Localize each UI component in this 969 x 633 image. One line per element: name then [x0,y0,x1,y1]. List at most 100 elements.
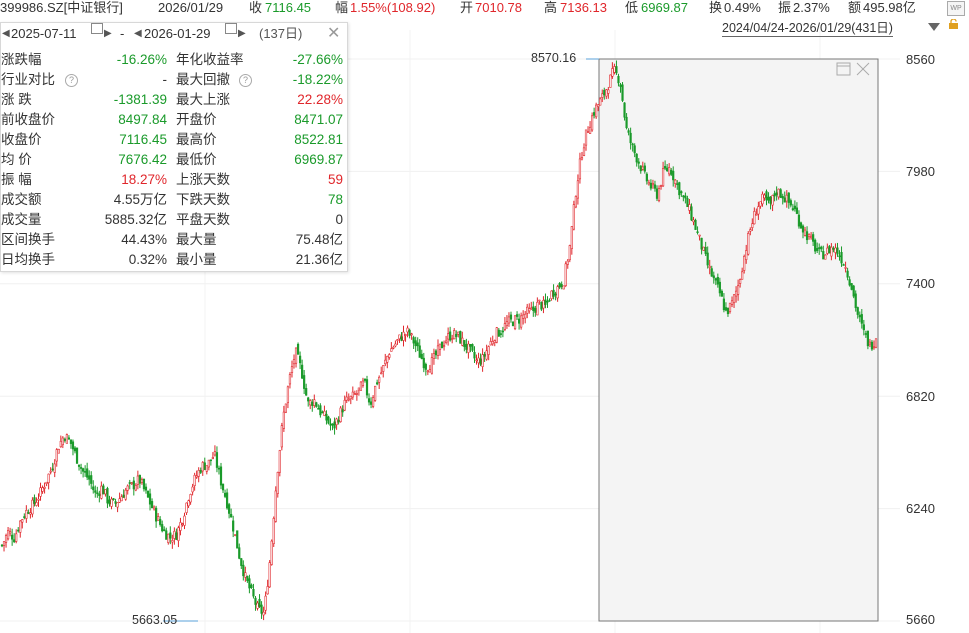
candle-body [597,104,600,107]
help-icon[interactable]: ? [65,74,78,87]
candle-body [505,321,509,327]
stat-label: 最低价 [176,152,217,167]
wp-icon[interactable]: WP [947,1,965,16]
candle-body [394,343,397,347]
candle-body [732,294,736,304]
candle-body [363,378,367,381]
candle-body [248,578,251,589]
candle-body [55,449,58,462]
stat-label: 区间换手 [1,232,55,247]
candle-body [607,89,610,94]
candle-body [621,84,624,101]
candle-body [100,485,103,499]
candle-body [35,502,38,506]
candle-body [215,452,219,468]
candle-body [132,480,135,490]
candle-body [751,223,754,228]
stat-row: 日均换手 0.32% 最小量 21.36亿 [1,250,347,270]
candle-body [627,130,630,133]
stat-row: 涨 跌 -1381.39 最大上涨 22.28% [1,90,347,110]
change-value: 1.55%(108.92) [350,0,436,15]
selection-tools[interactable] [835,60,875,78]
stat-value: 8471.07 [294,112,343,127]
candle-body [169,532,172,539]
candle-body [264,595,267,611]
stat-label: 最大回撤 [176,72,230,87]
stat-value: - [162,72,168,87]
close-icon[interactable]: ✕ [327,25,341,42]
stat-label: 平盘天数 [176,212,230,227]
candle-body [469,343,472,347]
candle-body [272,518,275,544]
candle-body [335,418,338,426]
candle-body [499,333,502,335]
candle-body [43,486,46,489]
candle-body [434,350,438,356]
candle-body [805,231,809,241]
stat-row: 成交量 5885.32亿 平盘天数 0 [1,210,347,230]
help-icon[interactable]: ? [239,74,252,87]
candle-body [513,315,517,330]
next-arrow-icon[interactable]: ▶ [104,28,112,39]
candle-body [142,478,146,490]
candle-body [120,496,123,502]
candle-body [753,211,756,225]
candle-body [678,182,681,196]
candle-body [566,260,569,265]
candle-body [714,278,717,281]
calendar-icon[interactable] [225,23,237,34]
candle-body [284,403,287,413]
candle-body [582,147,586,156]
start-date[interactable]: 2025-07-11 [11,26,77,41]
candle-body [197,470,200,477]
prev-arrow-icon[interactable]: ◀ [134,28,142,39]
candle-body [412,337,415,344]
dropdown-arrow-icon[interactable] [928,23,940,31]
date-range-selector[interactable]: 2024/04/24-2026/01/29(431日) [722,21,893,37]
stat-label: 下跌天数 [176,192,230,207]
candle-body [463,340,466,348]
candle-body [763,194,766,199]
stat-label: 日均换手 [1,252,55,267]
candle-body [741,271,744,280]
candle-body [552,289,555,297]
candle-body [554,293,557,296]
stat-label: 最小量 [176,252,217,267]
candle-body [232,520,235,532]
candle-body [37,498,40,501]
candle-body [611,68,614,77]
prev-arrow-icon[interactable]: ◀ [2,28,10,39]
candle-body [471,344,474,351]
end-date[interactable]: 2026-01-29 [144,26,211,41]
candle-body [485,350,488,360]
next-arrow-icon[interactable]: ▶ [238,28,246,39]
candle-body [73,447,77,452]
candle-body [371,397,375,407]
candle-body [749,229,752,232]
candle-body [96,492,99,495]
lock-icon[interactable] [948,19,959,29]
candle-body [444,340,448,343]
candle-body [775,192,778,196]
candle-body [266,586,269,595]
candle-body [603,89,606,96]
candle-body [400,336,403,341]
candle-body [795,207,799,214]
candle-body [146,490,150,498]
candle-body [728,302,732,312]
stat-label: 成交量 [1,212,42,227]
candle-body [726,307,730,315]
candle-body [797,214,801,227]
stat-value: 0.32% [128,252,167,267]
candle-body [418,345,421,358]
candle-body [152,506,156,510]
candle-body [84,471,87,473]
candle-body [404,334,407,336]
candle-body [122,494,125,498]
calendar-icon[interactable] [91,23,103,34]
candle-body [562,285,565,290]
candle-body [185,502,188,513]
candle-body [420,353,423,360]
candle-body [6,530,10,540]
